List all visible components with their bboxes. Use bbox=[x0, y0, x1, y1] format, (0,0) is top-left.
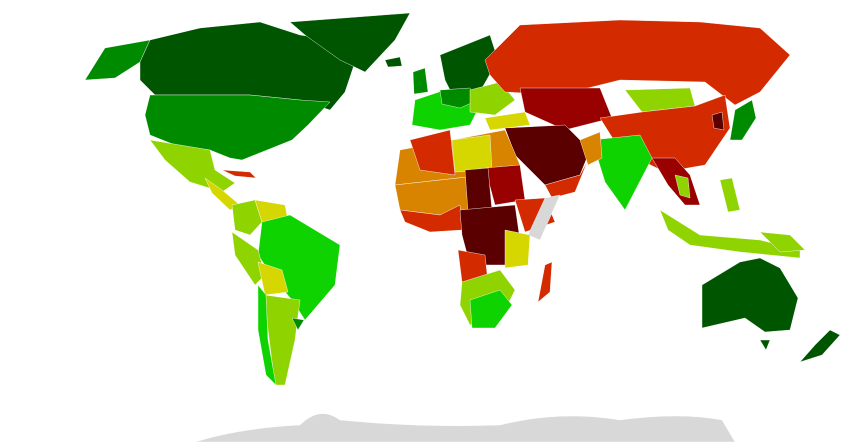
region-madagascar[interactable] bbox=[537, 261, 553, 303]
map-outline bbox=[4, 4, 863, 442]
region-new-guinea[interactable] bbox=[759, 231, 806, 253]
region-central-europe[interactable] bbox=[439, 87, 479, 109]
region-india[interactable] bbox=[591, 134, 653, 211]
region-uruguay[interactable] bbox=[291, 317, 305, 331]
region-thailand[interactable] bbox=[674, 174, 691, 199]
region-antarctica bbox=[194, 413, 736, 442]
region-russia[interactable] bbox=[484, 19, 791, 106]
region-new-zealand[interactable] bbox=[799, 329, 841, 363]
region-libya[interactable] bbox=[451, 134, 493, 173]
region-turkey[interactable] bbox=[484, 111, 531, 131]
region-tasmania[interactable] bbox=[759, 339, 771, 351]
region-yemen-oman[interactable] bbox=[544, 159, 589, 199]
region-indonesia[interactable] bbox=[659, 209, 801, 259]
region-japan[interactable] bbox=[729, 99, 757, 141]
region-argentina[interactable] bbox=[264, 294, 301, 386]
region-colombia[interactable] bbox=[231, 199, 263, 236]
region-somalia[interactable] bbox=[527, 194, 561, 241]
region-mexico[interactable] bbox=[149, 139, 236, 193]
region-korea[interactable] bbox=[711, 111, 725, 131]
region-philippines[interactable] bbox=[719, 177, 741, 213]
region-chad[interactable] bbox=[464, 167, 493, 213]
region-iceland[interactable] bbox=[384, 56, 403, 68]
region-bolivia[interactable] bbox=[257, 261, 289, 296]
region-cuba[interactable] bbox=[221, 169, 257, 179]
region-east-africa[interactable] bbox=[504, 229, 531, 269]
region-greenland[interactable] bbox=[289, 12, 411, 73]
region-usa[interactable] bbox=[144, 94, 331, 161]
region-central-asia[interactable] bbox=[519, 87, 613, 131]
region-peru[interactable] bbox=[231, 231, 266, 286]
region-brazil[interactable] bbox=[257, 214, 341, 321]
region-pakistan[interactable] bbox=[579, 131, 603, 166]
region-south-africa[interactable] bbox=[469, 289, 513, 329]
region-algeria[interactable] bbox=[409, 129, 456, 176]
region-uk[interactable] bbox=[412, 67, 429, 95]
region-australia[interactable] bbox=[701, 257, 799, 333]
region-chile[interactable] bbox=[257, 284, 277, 386]
